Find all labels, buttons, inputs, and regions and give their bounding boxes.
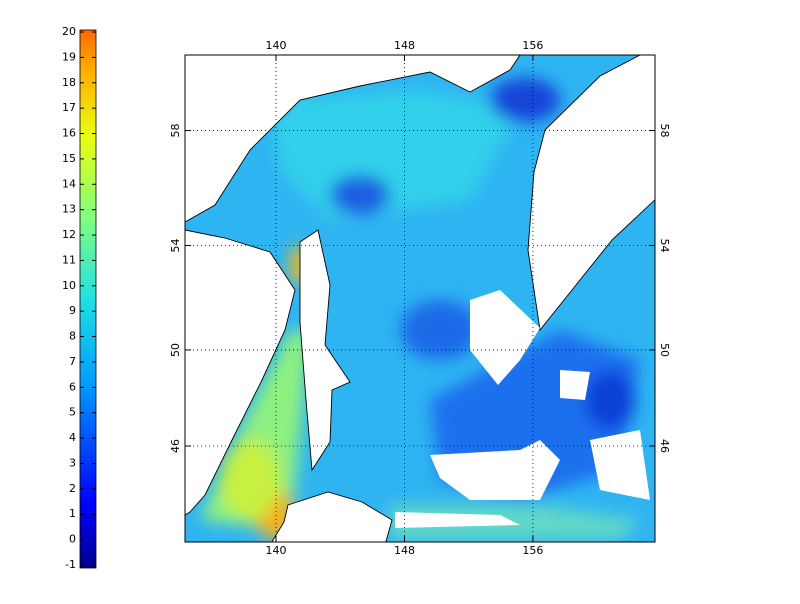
- map-field: [185, 55, 655, 542]
- lon-label: 148: [394, 544, 415, 557]
- colorbar-label: 18: [62, 76, 76, 89]
- colorbar-label: 14: [62, 177, 76, 190]
- land-and-gaps: [185, 55, 655, 542]
- colorbar-label: 17: [62, 101, 76, 114]
- map-frame: [184, 54, 656, 543]
- colorbar-label: 6: [69, 380, 76, 393]
- colorbar-label: 0: [69, 533, 76, 546]
- lat-label: 54: [658, 239, 671, 253]
- lat-label: 50: [169, 343, 182, 357]
- colorbar-label: 12: [62, 228, 76, 241]
- colorbar-label: 19: [62, 50, 76, 63]
- colorbar-label: 15: [62, 152, 76, 165]
- colorbar-label: 1: [69, 507, 76, 520]
- colorbar-label: 5: [69, 406, 76, 419]
- colorbar-label: 20: [62, 25, 76, 38]
- colorbar-label: 13: [62, 203, 76, 216]
- lon-label: 140: [266, 39, 287, 52]
- colorbar-label: 11: [62, 253, 76, 266]
- lat-label: 46: [658, 439, 671, 453]
- lon-label: 140: [266, 544, 287, 557]
- lat-label: 58: [658, 124, 671, 138]
- lat-label: 54: [169, 239, 182, 253]
- colorbar-label: 10: [62, 279, 76, 292]
- colorbar-label: 4: [69, 431, 76, 444]
- lat-label: 50: [658, 343, 671, 357]
- colorbar-label: -1: [65, 558, 76, 571]
- lat-label: 58: [169, 124, 182, 138]
- lon-label: 156: [522, 544, 543, 557]
- colorbar-label: 2: [69, 482, 76, 495]
- colorbar-label: 8: [69, 330, 76, 343]
- lon-label: 156: [522, 39, 543, 52]
- colorbar-label: 7: [69, 355, 76, 368]
- colorbar-label: 9: [69, 304, 76, 317]
- colorbar: [79, 29, 97, 569]
- axis-labels: 140 140 148 148 156 156 46 46 50 50 54 54 58 58: [169, 39, 671, 557]
- colorbar-label: 3: [69, 456, 76, 469]
- lon-label: 148: [394, 39, 415, 52]
- colorbar-label: 16: [62, 127, 76, 140]
- lat-label: 46: [169, 439, 182, 453]
